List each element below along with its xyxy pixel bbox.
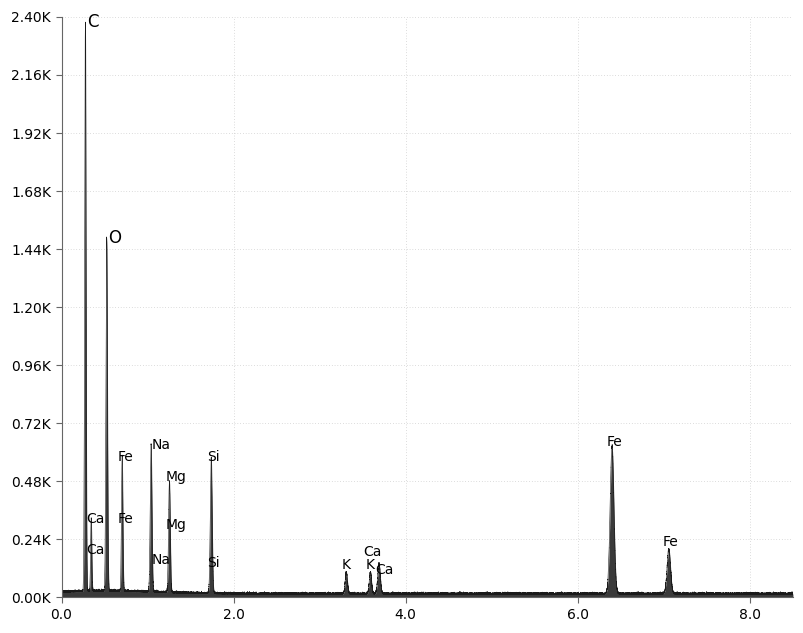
Text: Ca: Ca xyxy=(87,512,104,526)
Text: K: K xyxy=(365,558,373,572)
Text: Si: Si xyxy=(207,451,220,465)
Text: Mg: Mg xyxy=(165,518,186,532)
Text: Na: Na xyxy=(152,438,170,453)
Text: Fe: Fe xyxy=(662,535,678,549)
Text: K: K xyxy=(341,558,350,572)
Text: Fe: Fe xyxy=(117,512,132,526)
Text: Ca: Ca xyxy=(87,543,104,557)
Text: O: O xyxy=(108,229,120,247)
Text: Ca: Ca xyxy=(363,545,381,559)
Text: Ca: Ca xyxy=(375,563,393,577)
Text: Si: Si xyxy=(207,556,220,570)
Text: Fe: Fe xyxy=(605,436,622,449)
Text: Fe: Fe xyxy=(117,449,132,464)
Text: Na: Na xyxy=(152,553,170,567)
Text: C: C xyxy=(87,13,98,32)
Text: Mg: Mg xyxy=(165,470,186,484)
